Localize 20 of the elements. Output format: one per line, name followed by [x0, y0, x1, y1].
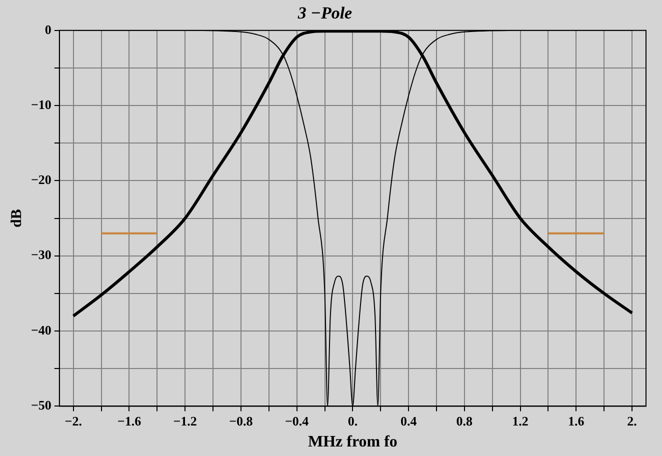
- y-tick-label: −20: [30, 172, 52, 188]
- y-tick-label: −50: [30, 398, 52, 413]
- y-tick-label: −30: [30, 247, 52, 262]
- x-tick-label: −0.4: [285, 413, 310, 428]
- chart-title: 3 −Pole: [296, 4, 353, 23]
- x-tick-label: −2.: [64, 413, 82, 428]
- y-tick-label: 0: [44, 22, 52, 37]
- y-tick-label: −10: [30, 96, 52, 112]
- x-tick-label: 0.: [348, 413, 358, 428]
- x-axis-title: MHz from fo: [308, 434, 398, 451]
- x-tick-label: 2.: [627, 413, 637, 428]
- x-tick-label: −1.6: [117, 413, 142, 428]
- x-tick-label: 0.8: [456, 413, 474, 428]
- x-tick-label: 1.6: [568, 413, 585, 428]
- x-tick-label: 1.2: [512, 413, 528, 428]
- x-tick-label: −1.2: [173, 413, 197, 428]
- y-axis-title: dB: [8, 209, 25, 228]
- x-tick-label: −0.8: [229, 413, 254, 428]
- y-tick-label: −40: [30, 322, 52, 338]
- x-tick-label: 0.4: [400, 413, 418, 428]
